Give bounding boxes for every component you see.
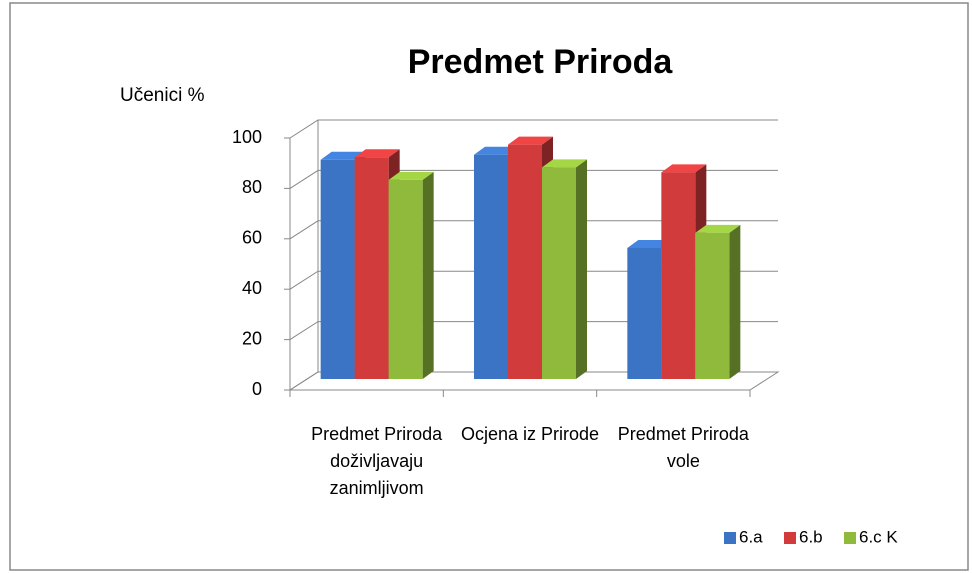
bar bbox=[474, 154, 508, 379]
bar bbox=[627, 247, 662, 379]
bar bbox=[508, 144, 542, 379]
x-tick-label: Ocjena iz Prirode bbox=[460, 424, 600, 444]
bar bbox=[354, 157, 389, 379]
y-axis-label: Učenici % bbox=[120, 85, 205, 106]
bar-side bbox=[422, 171, 434, 379]
bar-side bbox=[576, 159, 587, 379]
legend-label: 6.c K bbox=[859, 527, 898, 546]
legend-swatch bbox=[844, 532, 856, 544]
y-tick-label: 0 bbox=[252, 379, 262, 399]
bar bbox=[320, 159, 355, 379]
x-tick-label: Predmet Priroda doživljavaju zanimljivom bbox=[311, 424, 443, 498]
y-tick-label: 100 bbox=[232, 127, 262, 147]
legend-label: 6.b bbox=[799, 527, 823, 546]
grid-line bbox=[289, 169, 778, 189]
grid-line bbox=[289, 119, 778, 139]
bar bbox=[542, 167, 576, 379]
grid-line bbox=[289, 321, 778, 341]
grid-line bbox=[289, 270, 778, 290]
legend-swatch bbox=[724, 532, 736, 544]
bar-top bbox=[320, 151, 366, 160]
y-tick-label: 60 bbox=[242, 228, 262, 248]
legend-label: 6.a bbox=[739, 527, 763, 546]
bar-top bbox=[508, 136, 553, 145]
bar-top bbox=[474, 146, 519, 155]
bar-top bbox=[695, 224, 741, 233]
legend-swatch bbox=[784, 532, 796, 544]
bar-top bbox=[354, 149, 400, 158]
bar-side bbox=[729, 224, 741, 379]
grid-line bbox=[289, 220, 778, 240]
bar bbox=[695, 232, 730, 379]
y-tick-label: 20 bbox=[242, 328, 262, 348]
bar bbox=[661, 172, 696, 379]
x-tick-label: Predmet Priroda vole bbox=[617, 424, 749, 471]
bar-top bbox=[542, 159, 587, 168]
chart-title: Predmet Priroda bbox=[408, 43, 674, 81]
bar-top bbox=[627, 239, 673, 248]
grid-line bbox=[289, 371, 778, 391]
y-tick-label: 80 bbox=[242, 177, 262, 197]
bar-top bbox=[388, 171, 434, 180]
bar bbox=[388, 179, 423, 379]
bar-top bbox=[661, 164, 707, 173]
y-tick-label: 40 bbox=[242, 278, 262, 298]
